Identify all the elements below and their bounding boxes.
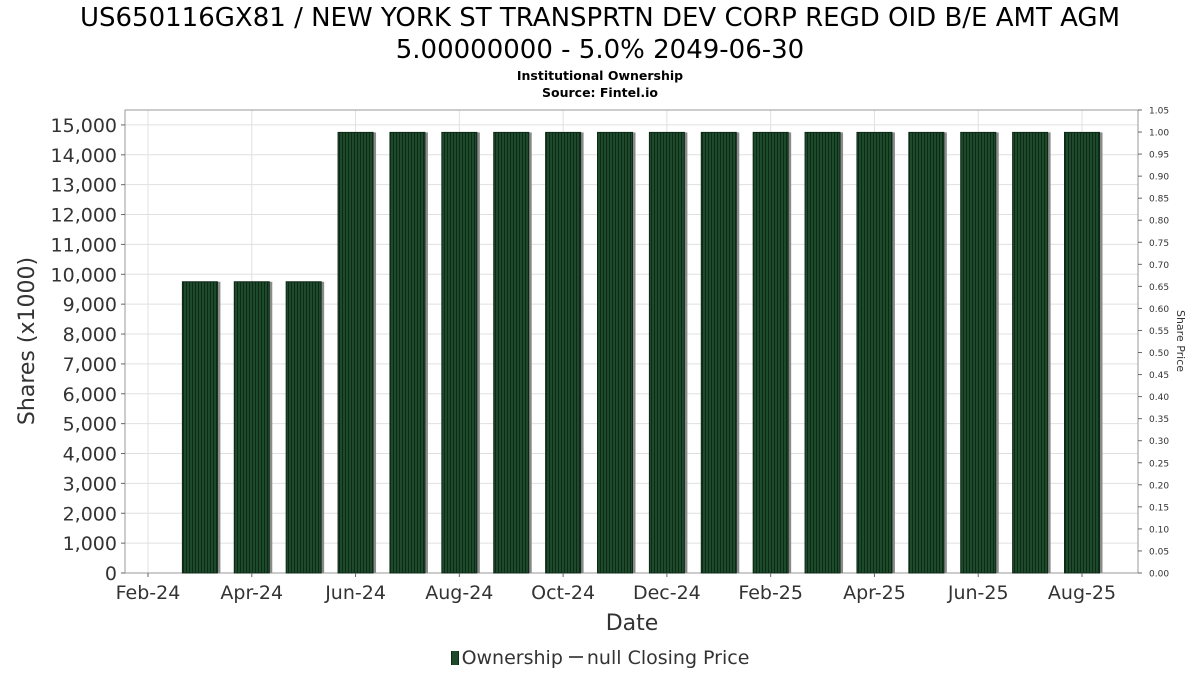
- bar: [337, 131, 374, 574]
- y2-tick-label: 0.15: [1149, 503, 1169, 513]
- y-tick-label: 10,000: [51, 264, 117, 286]
- y2-tick-label: 0.75: [1149, 239, 1169, 249]
- y-axis-label: Shares (x1000): [15, 257, 40, 425]
- bar: [233, 281, 270, 574]
- x-tick-label: Apr-25: [843, 582, 906, 604]
- x-tick-label: Oct-24: [531, 582, 595, 604]
- x-tick-label: Feb-25: [738, 582, 803, 604]
- y2-tick-label: 1.05: [1149, 107, 1169, 117]
- x-tick-label: Feb-24: [116, 582, 181, 604]
- bar: [908, 131, 945, 574]
- y2-tick-label: 0.30: [1149, 437, 1169, 447]
- y2-axis: 0.00 0.05 0.10 0.15 0.20 0.25 0.30 0.35 0.40 0.45…: [1138, 107, 1169, 580]
- x-tick-label: Dec-24: [633, 582, 701, 604]
- y-tick-label: 9,000: [63, 294, 117, 316]
- y2-tick-label: 0.20: [1149, 481, 1169, 491]
- y-tick-label: 15,000: [51, 115, 117, 137]
- y2-tick-label: 0.70: [1149, 261, 1169, 271]
- closing-price-legend-line: [568, 656, 583, 658]
- y2-tick-label: 0.35: [1149, 415, 1169, 425]
- y2-tick-label: 0.40: [1149, 393, 1169, 403]
- y2-tick-label: 0.90: [1149, 173, 1169, 183]
- y-tick-label: 3,000: [63, 473, 117, 495]
- ownership-legend-swatch: [450, 651, 459, 665]
- bar: [752, 131, 789, 574]
- y2-tick-label: 0.05: [1149, 547, 1169, 557]
- x-axis: Feb-24 Apr-24 Jun-24 Aug-24 Oct-24 Dec-24 Feb-…: [116, 573, 1116, 604]
- x-tick-label: Aug-25: [1048, 582, 1116, 604]
- y2-tick-label: 0.10: [1149, 525, 1169, 535]
- y-tick-label: 1,000: [63, 533, 117, 555]
- x-tick-label: Apr-24: [220, 582, 283, 604]
- bar: [285, 281, 322, 574]
- y-tick-label: 8,000: [63, 324, 117, 346]
- bar: [441, 131, 478, 574]
- legend-ownership-label: Ownership: [461, 647, 563, 669]
- y-tick-label: 11,000: [51, 234, 117, 256]
- bar: [493, 131, 530, 574]
- bar: [1012, 131, 1049, 574]
- y2-tick-label: 0.50: [1149, 349, 1169, 359]
- y-tick-label: 13,000: [51, 175, 117, 197]
- y-tick-label: 14,000: [51, 145, 117, 167]
- y-axis: 0 1,000 2,000 3,000 4,000 5,000 6,000 7,000 8,00…: [51, 115, 125, 585]
- chart-subtitle: Institutional Ownership: [516, 68, 684, 83]
- y2-tick-label: 0.25: [1149, 459, 1169, 469]
- legend: Ownership null Closing Price: [0, 647, 1200, 669]
- bars: [181, 131, 1103, 574]
- y2-tick-label: 0.00: [1149, 570, 1169, 580]
- y-tick-label: 0: [105, 563, 117, 585]
- y2-axis-label: Share Price: [1174, 310, 1187, 372]
- bar: [181, 281, 218, 574]
- x-axis-label: Date: [606, 611, 659, 636]
- bar: [856, 131, 893, 574]
- ownership-chart: 0 1,000 2,000 3,000 4,000 5,000 6,000 7,000 8,00…: [15, 107, 1187, 637]
- y2-tick-label: 1.00: [1149, 129, 1169, 139]
- y-tick-label: 6,000: [63, 384, 117, 406]
- y2-tick-label: 0.60: [1149, 305, 1169, 315]
- bar: [545, 131, 582, 574]
- y-tick-label: 4,000: [63, 444, 117, 466]
- x-tick-label: Jun-25: [947, 582, 1009, 604]
- y-tick-label: 7,000: [63, 354, 117, 376]
- bar: [597, 131, 633, 574]
- x-tick-label: Aug-24: [425, 582, 493, 604]
- x-tick-label: Jun-24: [324, 582, 386, 604]
- y-tick-label: 5,000: [63, 414, 117, 436]
- chart-title-line2: 5.00000000 - 5.0% 2049-06-30: [395, 35, 805, 65]
- y2-tick-label: 0.55: [1149, 327, 1169, 337]
- y-tick-label: 2,000: [63, 503, 117, 525]
- bar: [1064, 131, 1100, 574]
- y2-tick-label: 0.85: [1149, 195, 1169, 205]
- y2-tick-label: 0.65: [1149, 283, 1169, 293]
- y2-tick-label: 0.95: [1149, 151, 1169, 161]
- chart-source: Source: Fintel.io: [542, 85, 658, 100]
- bar: [389, 131, 426, 574]
- y2-tick-label: 0.80: [1149, 217, 1169, 227]
- bar: [648, 131, 685, 574]
- legend-closing-price-label: null Closing Price: [586, 647, 750, 669]
- y-tick-label: 12,000: [51, 205, 117, 227]
- bar: [960, 131, 997, 574]
- y2-tick-label: 0.45: [1149, 371, 1169, 381]
- bar: [804, 131, 841, 574]
- chart-title-line1: US650116GX81 / NEW YORK ST TRANSPRTN DEV…: [79, 3, 1121, 33]
- bar: [700, 131, 737, 574]
